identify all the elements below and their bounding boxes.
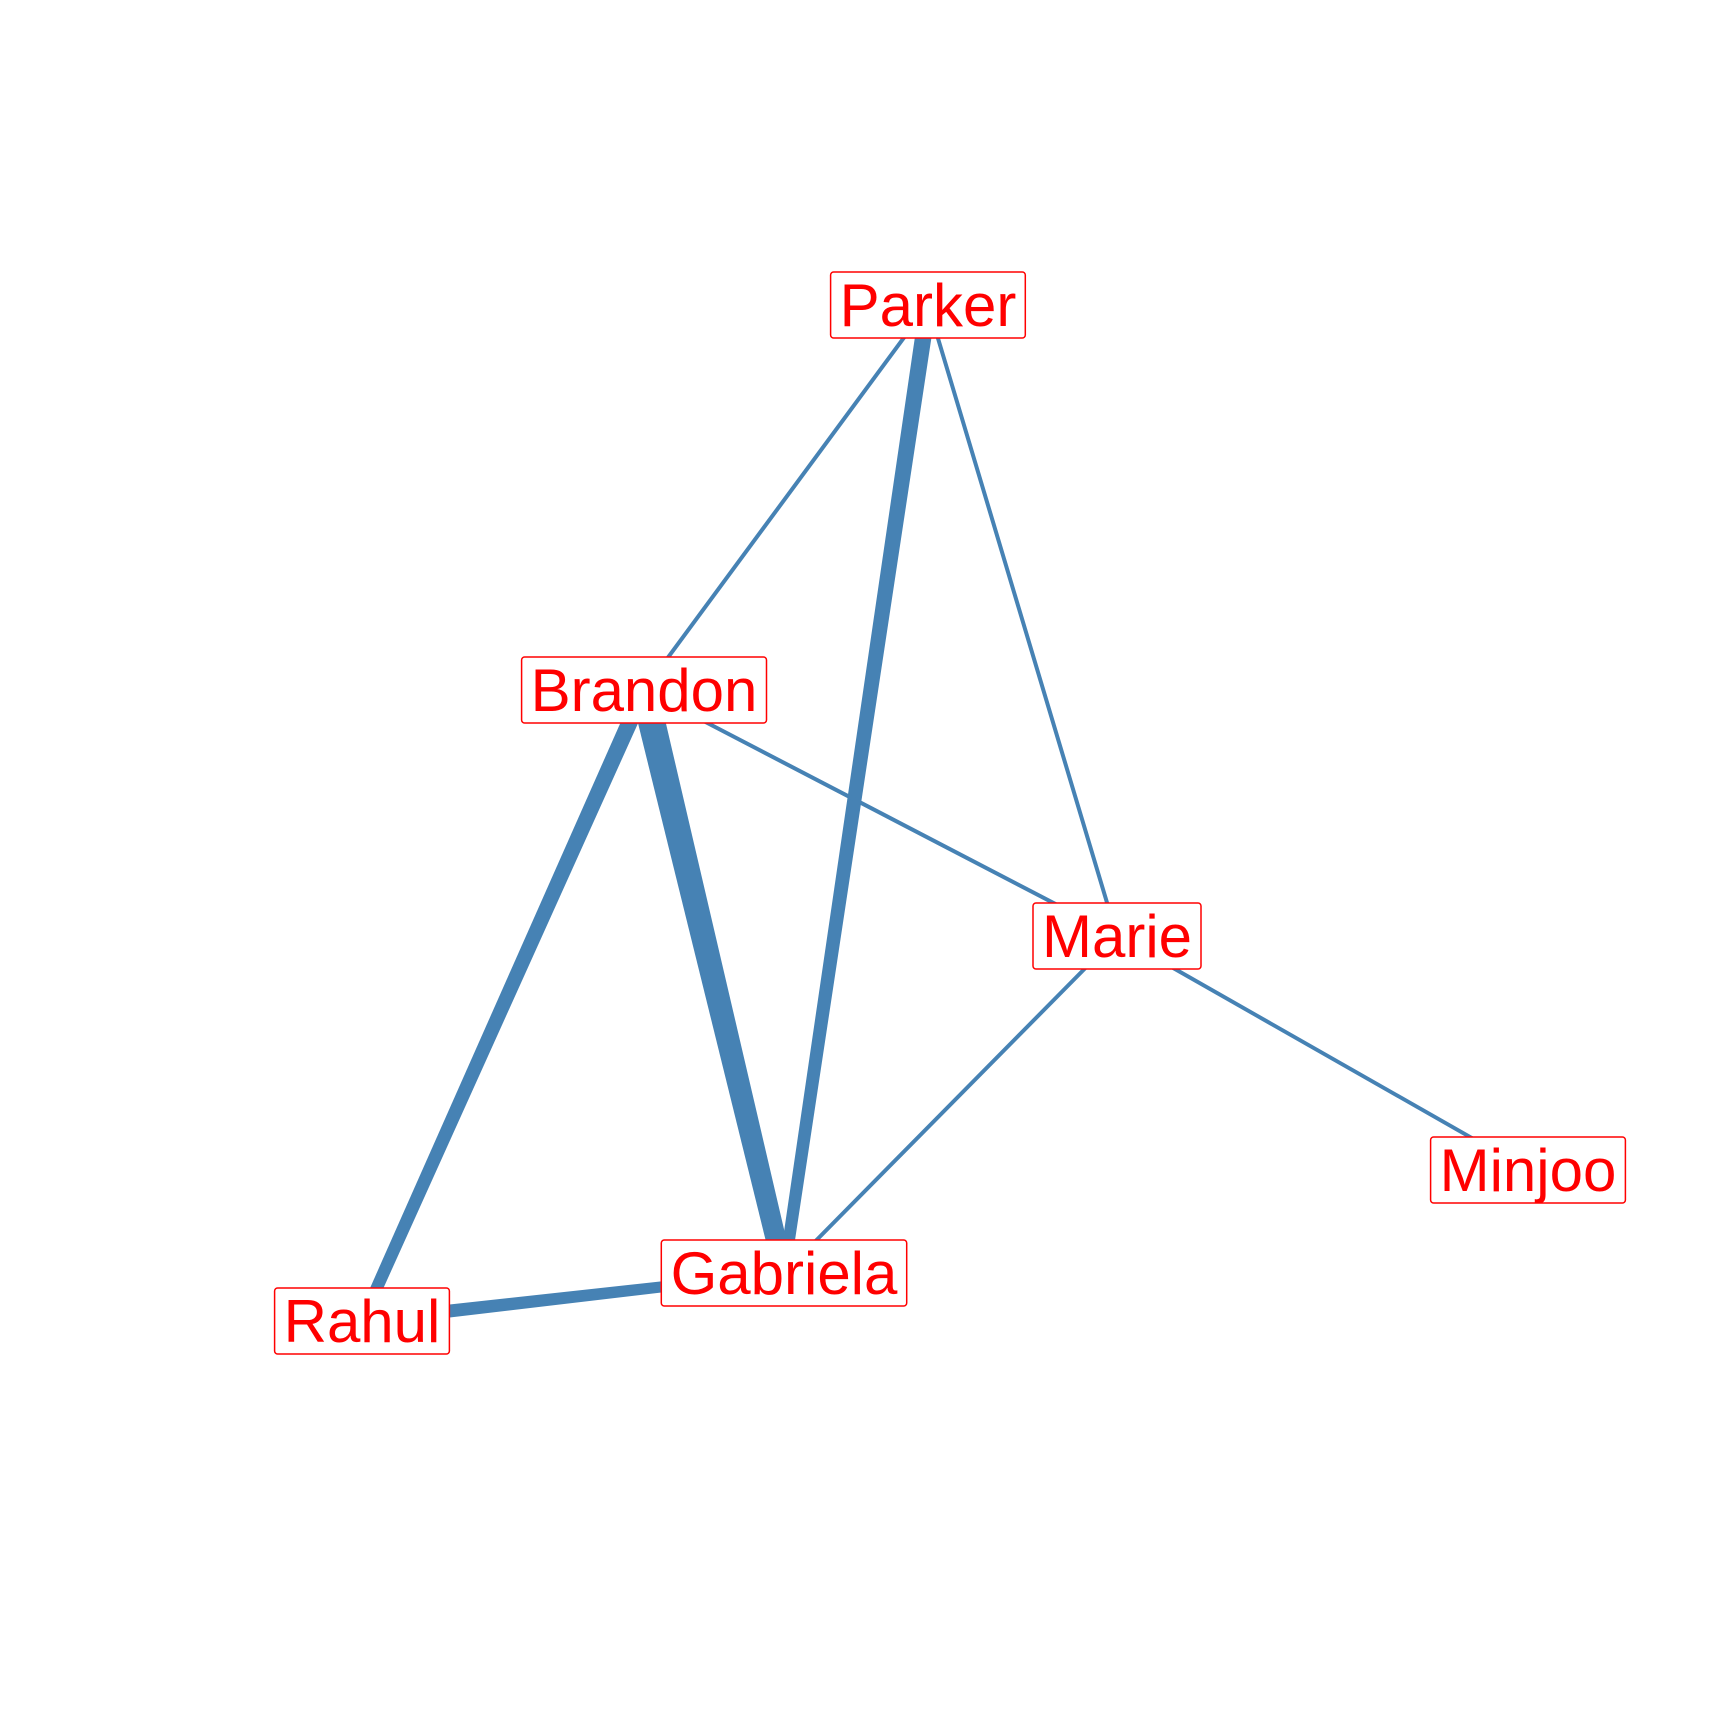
edge-parker-brandon [642,303,930,692]
node-label-box [520,656,768,724]
node-label: Parker [840,272,1017,339]
node-label-box [273,1287,451,1355]
node-label: Marie [1042,903,1192,970]
edge-marie-gabriela [782,934,1119,1275]
edge-parker-gabriela [778,303,937,1274]
edge-marie-minjoo [1116,934,1529,1172]
node-label-box [829,271,1027,339]
node-label-box [1429,1136,1627,1204]
node-gabriela: Gabriela [660,1239,908,1307]
node-marie: Marie [1032,902,1202,970]
node-label: Minjoo [1440,1137,1617,1204]
node-minjoo: Minjoo [1429,1136,1627,1204]
edge-brandon-gabriela [630,686,794,1276]
nodes-layer: Parker Brandon Marie Minjoo Gabriela Rahul [273,271,1627,1355]
edges-layer [356,303,1529,1328]
edge-brandon-rahul [356,686,652,1324]
node-label: Brandon [531,657,758,724]
node-rahul: Rahul [273,1287,451,1355]
edge-brandon-marie [643,688,1118,938]
node-label-box [1032,902,1202,970]
node-parker: Parker [829,271,1027,339]
edge-parker-marie [926,304,1119,937]
node-brandon: Brandon [520,656,768,724]
node-label: Rahul [284,1288,441,1355]
node-label-box [660,1239,908,1307]
node-label: Gabriela [671,1240,898,1307]
